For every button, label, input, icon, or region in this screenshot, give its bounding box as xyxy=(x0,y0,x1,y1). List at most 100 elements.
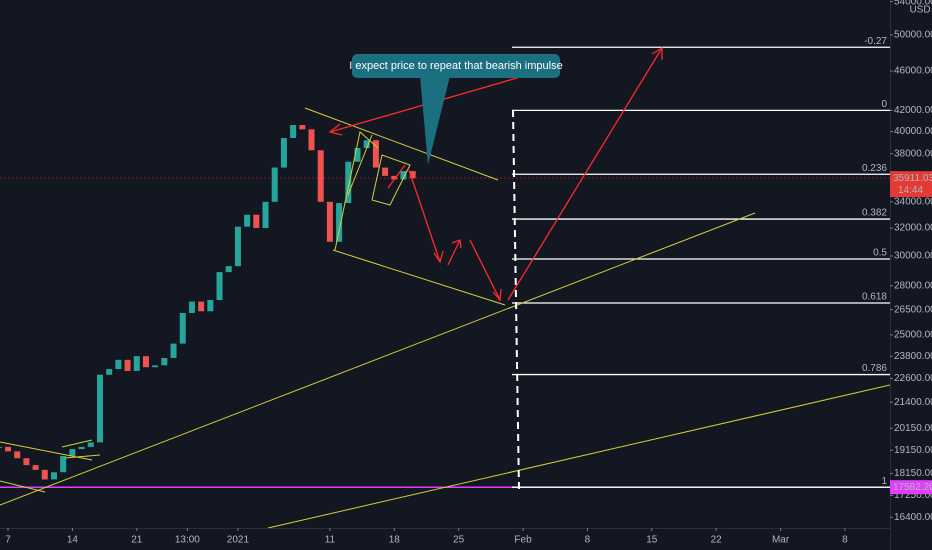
annotation: I expect price to repeat that bearish im… xyxy=(349,60,562,72)
x-tick-label: 22 xyxy=(711,535,723,546)
y-tick-label: 22600.00 xyxy=(894,373,932,384)
candle xyxy=(391,175,398,180)
dashed-line xyxy=(512,109,520,491)
arrow xyxy=(408,169,441,263)
wedge xyxy=(347,134,373,196)
candle xyxy=(161,357,168,366)
arrow-head xyxy=(451,239,462,249)
y-tick-label: 19150.00 xyxy=(894,445,932,456)
fib-label: 0.382 xyxy=(862,208,887,219)
trend-line xyxy=(304,107,499,181)
candle xyxy=(400,171,407,180)
y-tick-label: 28000.00 xyxy=(894,280,932,291)
candle xyxy=(96,374,103,443)
arrow-head xyxy=(651,46,663,60)
price-tag xyxy=(890,171,932,198)
candle xyxy=(234,226,241,267)
candle xyxy=(87,442,94,447)
arrow xyxy=(387,164,406,189)
flag xyxy=(371,154,411,206)
candle xyxy=(41,469,48,480)
candle xyxy=(14,451,21,459)
y-tick-label: 21400.00 xyxy=(894,397,932,408)
x-tick-label: 7 xyxy=(5,535,11,546)
candle xyxy=(262,201,269,229)
candle xyxy=(133,356,140,371)
candle xyxy=(0,446,2,448)
candle xyxy=(198,301,205,312)
candle xyxy=(290,125,297,139)
y-tick-label: 23800.00 xyxy=(894,351,932,362)
y-tick-label: 20150.00 xyxy=(894,423,932,434)
y-tick-label: 54000.00 xyxy=(894,0,932,7)
y-tick-label: 30000.00 xyxy=(894,251,932,262)
candle xyxy=(280,138,287,168)
arrow xyxy=(507,47,663,301)
marks: -0.27 0 0.236 0.382 0.5 0.618 0.786 1 xyxy=(0,36,890,488)
drawings: I expect price to repeat that bearish im… xyxy=(0,46,891,529)
x-tick-label: 25 xyxy=(453,535,465,546)
candle xyxy=(60,455,67,473)
trend-line xyxy=(332,249,506,306)
candle xyxy=(326,201,333,242)
fib-label: 0.786 xyxy=(862,363,887,374)
arrow-head xyxy=(492,288,502,302)
y-tick-label: 46000.00 xyxy=(894,66,932,77)
trend-line xyxy=(61,439,93,448)
candle xyxy=(50,472,57,480)
candle xyxy=(124,359,131,371)
y-tick-label: 26500.00 xyxy=(894,304,932,315)
trend-line xyxy=(0,212,756,506)
countdown: 14:44 xyxy=(898,185,923,196)
arrow xyxy=(447,239,461,266)
y-tick-label: 32000.00 xyxy=(894,223,932,234)
candle xyxy=(308,129,315,151)
candle xyxy=(253,214,260,229)
candle xyxy=(152,365,159,368)
candle xyxy=(317,150,324,202)
y-tick-label: 25000.00 xyxy=(894,330,932,341)
fib-label: 0.5 xyxy=(873,248,887,259)
y-tick-label: 38000.00 xyxy=(894,148,932,159)
currency: USD xyxy=(909,5,930,16)
x-tick-label: 21 xyxy=(131,535,143,546)
callout-pointer xyxy=(420,76,450,165)
wedge xyxy=(334,131,379,251)
candle xyxy=(207,299,214,312)
x-tick-label: 2021 xyxy=(227,535,250,546)
fib-label: 0 xyxy=(881,99,887,110)
candle xyxy=(179,312,186,344)
candle xyxy=(225,266,232,273)
trend-line xyxy=(64,454,101,459)
candle xyxy=(363,140,370,149)
fib-label: 1 xyxy=(881,476,887,487)
x-tick-label: 11 xyxy=(325,535,336,546)
x-tick-label: Feb xyxy=(514,535,532,546)
price-tag xyxy=(890,480,932,495)
fib-label: 0.618 xyxy=(862,292,887,303)
candle xyxy=(244,214,251,227)
trend-line xyxy=(267,384,891,529)
candle xyxy=(354,148,361,162)
candle xyxy=(299,125,306,130)
x-tick-label: 8 xyxy=(842,535,848,546)
x-tick-label: Mar xyxy=(772,535,790,546)
arrow-head xyxy=(328,123,343,136)
candle xyxy=(23,458,30,466)
x-tick-label: 13:00 xyxy=(175,535,200,546)
x-tick-label: 18 xyxy=(389,535,401,546)
candle xyxy=(69,449,76,456)
y-tick-label: 16400.00 xyxy=(894,512,932,523)
candle xyxy=(5,446,12,452)
candle xyxy=(345,161,352,204)
arrow xyxy=(469,239,501,301)
price-tag-label: 17582.20 xyxy=(893,482,932,493)
y-tick-label: 34000.00 xyxy=(894,196,932,207)
callout xyxy=(352,54,560,78)
x-tick-label: 15 xyxy=(646,535,658,546)
candle xyxy=(188,301,195,313)
fib-label: -0.27 xyxy=(864,36,887,47)
candle xyxy=(271,167,278,202)
